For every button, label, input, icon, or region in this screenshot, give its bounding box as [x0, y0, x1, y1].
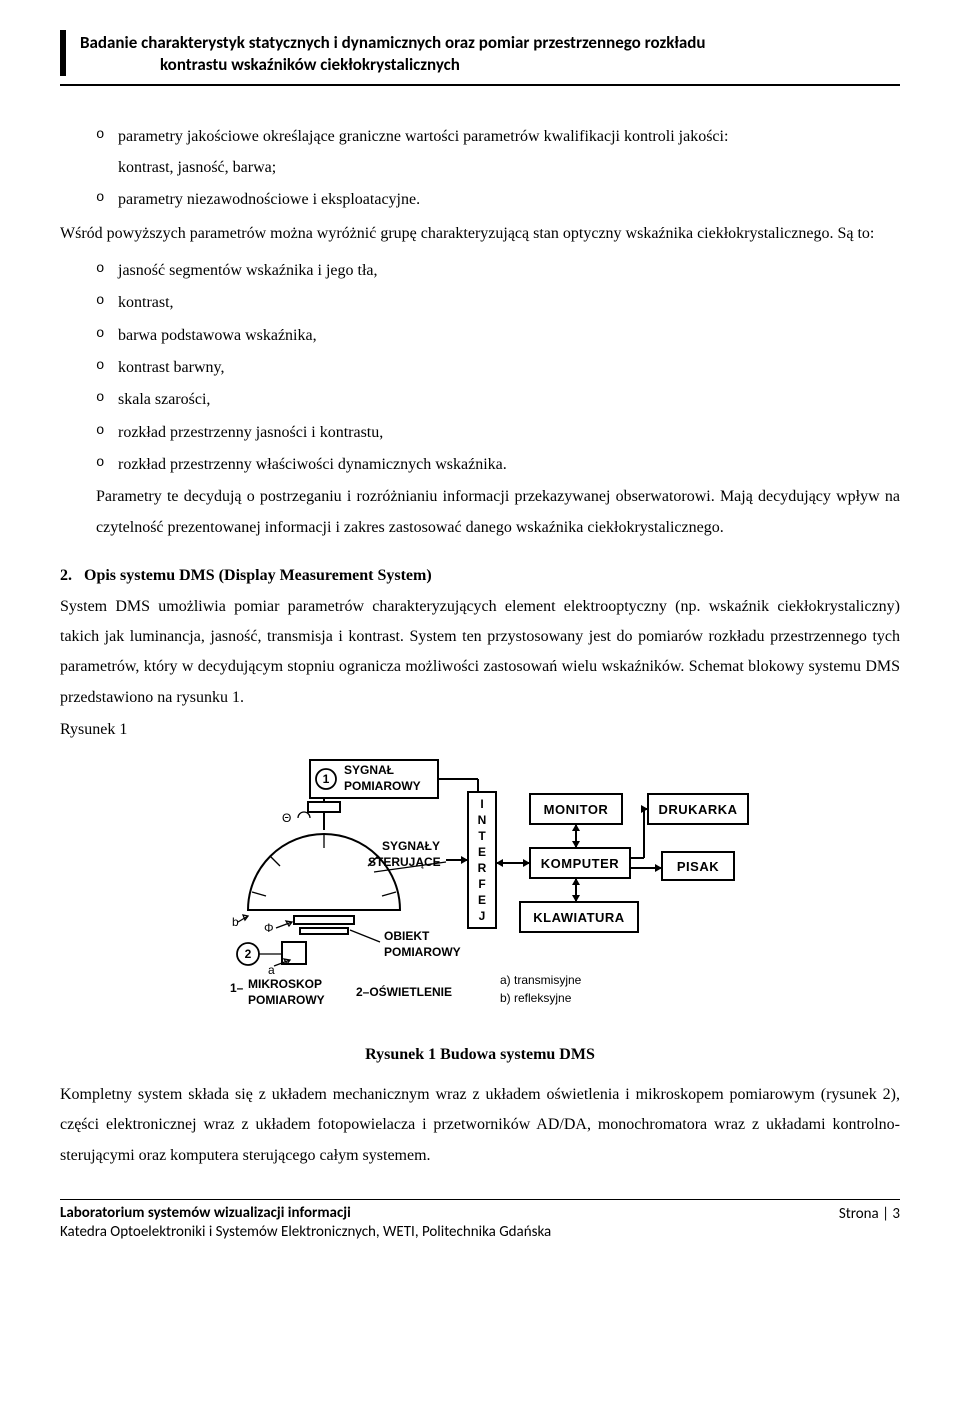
diagram-legend-a: a) transmisyjne: [500, 973, 582, 987]
diagram-num-1: 1: [323, 772, 330, 786]
diagram-drukarka: DRUKARKA: [658, 802, 737, 817]
footer-lab: Laboratorium systemów wizualizacji infor…: [60, 1204, 551, 1223]
header-title-line1: Badanie charakterystyk statycznych i dyn…: [80, 32, 706, 53]
bullet-text: rozkład przestrzenny jasności i kontrast…: [118, 424, 383, 441]
svg-text:N: N: [478, 813, 487, 827]
diagram-interfejs-I: I: [480, 797, 483, 811]
paragraph: Parametry te decydują o postrzeganiu i r…: [60, 482, 900, 543]
bullet-text: kontrast barwny,: [118, 359, 225, 376]
header-rule: [60, 84, 900, 86]
svg-text:F: F: [478, 877, 485, 891]
page-footer: Laboratorium systemów wizualizacji infor…: [60, 1204, 900, 1242]
svg-text:R: R: [478, 861, 487, 875]
bullet-text: parametry niezawodnościowe i eksploatacy…: [118, 191, 420, 208]
diagram-label: POMIAROWY: [344, 779, 421, 793]
bullet-list-2: jasność segmentów wskaźnika i jego tła, …: [60, 256, 900, 481]
diagram-legend1-l1: MIKROSKOP: [248, 977, 322, 991]
bullet-text: barwa podstawowa wskaźnika,: [118, 327, 317, 344]
bullet-text: skala szarości,: [118, 391, 210, 408]
header-title-line2: kontrastu wskaźników ciekłokrystalicznyc…: [80, 54, 460, 75]
diagram-komputer: KOMPUTER: [541, 856, 620, 871]
paragraph: Kompletny system składa się z układem me…: [60, 1080, 900, 1171]
diagram-legend1-l2: POMIAROWY: [248, 993, 325, 1007]
diagram-num-2: 2: [245, 947, 252, 961]
bullet-item: rozkład przestrzenny właściwości dynamic…: [96, 450, 900, 480]
diagram-theta: Θ: [282, 811, 291, 825]
footer-rule: [60, 1199, 900, 1200]
paragraph: System DMS umożliwia pomiar parametrów c…: [60, 592, 900, 714]
diagram-phi: Φ: [264, 921, 274, 935]
diagram-label: STERUJĄCE: [368, 855, 441, 869]
bullet-item: parametry jakościowe określające granicz…: [96, 122, 900, 183]
footer-dept: Katedra Optoelektroniki i Systemów Elekt…: [60, 1223, 551, 1242]
diagram-monitor: MONITOR: [544, 802, 609, 817]
figure-caption: Rysunek 1 Budowa systemu DMS: [60, 1040, 900, 1070]
dms-diagram: 1 SYGNAŁ POMIAROWY Θ Φ b 2 a OBIEKT POMI…: [200, 752, 760, 1032]
diagram-label: SYGNAŁ: [344, 763, 394, 777]
section-title: Opis systemu DMS (Display Measurement Sy…: [84, 567, 432, 584]
bullet-text: kontrast,: [118, 294, 174, 311]
bullet-item: parametry niezawodnościowe i eksploatacy…: [96, 185, 900, 215]
footer-left: Laboratorium systemów wizualizacji infor…: [60, 1204, 551, 1242]
bullet-text: parametry jakościowe określające granicz…: [118, 128, 728, 145]
footer-page: Strona | 3: [839, 1204, 900, 1242]
bullet-list-1: parametry jakościowe określające granicz…: [60, 122, 900, 215]
bullet-item: rozkład przestrzenny jasności i kontrast…: [96, 418, 900, 448]
diagram-a: a: [268, 963, 275, 977]
diagram-pisak: PISAK: [677, 859, 719, 874]
bullet-item: barwa podstawowa wskaźnika,: [96, 321, 900, 351]
diagram-legend1-num: 1–: [230, 981, 244, 995]
diagram-legend2: 2–OŚWIETLENIE: [356, 984, 452, 999]
paragraph: Wśród powyższych parametrów można wyróżn…: [60, 219, 900, 249]
section-number: 2.: [60, 567, 72, 584]
figure-label: Rysunek 1: [60, 715, 900, 745]
bullet-text: rozkład przestrzenny właściwości dynamic…: [118, 456, 507, 473]
section-heading: 2. Opis systemu DMS (Display Measurement…: [60, 561, 900, 591]
bullet-text: jasność segmentów wskaźnika i jego tła,: [118, 262, 378, 279]
diagram-legend-b: b) refleksyjne: [500, 991, 572, 1005]
bullet-item: kontrast barwny,: [96, 353, 900, 383]
diagram-klawiatura: KLAWIATURA: [533, 910, 625, 925]
header-title: Badanie charakterystyk statycznych i dyn…: [80, 30, 706, 76]
page-header: Badanie charakterystyk statycznych i dyn…: [60, 30, 900, 76]
svg-text:E: E: [478, 893, 486, 907]
bullet-item: jasność segmentów wskaźnika i jego tła,: [96, 256, 900, 286]
diagram-label: OBIEKT: [384, 929, 430, 943]
svg-text:T: T: [478, 829, 486, 843]
header-accent-bar: [60, 30, 66, 76]
diagram-b: b: [232, 915, 239, 929]
bullet-subtext: kontrast, jasność, barwa;: [118, 153, 900, 183]
bullet-item: skala szarości,: [96, 385, 900, 415]
bullet-item: kontrast,: [96, 288, 900, 318]
svg-text:E: E: [478, 845, 486, 859]
diagram-label: SYGNAŁY: [382, 839, 440, 853]
diagram-label: POMIAROWY: [384, 945, 461, 959]
svg-text:J: J: [479, 909, 486, 923]
